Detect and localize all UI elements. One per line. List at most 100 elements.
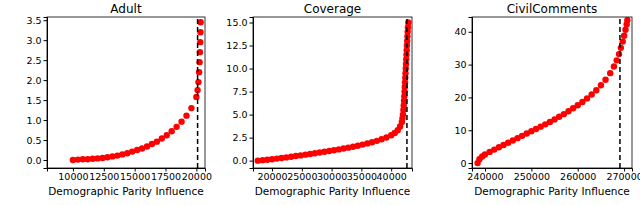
point <box>173 124 179 130</box>
y-tick: 2.5 <box>232 132 253 143</box>
y-tick-label: 0 <box>460 158 466 169</box>
point <box>616 51 622 57</box>
y-tick: 7.5 <box>232 86 253 97</box>
y-tick-mark <box>44 160 48 161</box>
y-tick-mark <box>250 46 254 47</box>
panel: 2000025000300003500040000 0.0 2.5 5.0 7.5 10.… <box>226 2 412 197</box>
y-tick-label: 10 <box>454 125 466 136</box>
y-tick-label: 10.0 <box>226 63 247 74</box>
chart-title: CivilComments <box>507 2 598 16</box>
point <box>168 128 174 134</box>
y-tick-mark <box>44 100 48 101</box>
y-tick-label: 0.0 <box>26 155 41 166</box>
reference-line <box>406 17 408 168</box>
y-tick: 3.5 <box>26 15 47 26</box>
x-tick: 270000 <box>606 168 640 182</box>
x-tick: 12500 <box>89 168 119 182</box>
y-tick-label: 3.0 <box>26 35 41 46</box>
x-tick-label: 10000 <box>58 171 88 182</box>
y-tick-label: 0.0 <box>232 155 247 166</box>
y-tick-mark <box>44 40 48 41</box>
x-tick: 250000 <box>514 168 550 182</box>
panel: 240000 250000 260000 270000 0 10 20 30 40 CivilCo… <box>454 2 640 197</box>
x-tick-label: 270000 <box>606 171 640 182</box>
y-tick-label: 5.0 <box>232 109 247 120</box>
panel: 10000125001500017500200000.00.51.01.52.0… <box>26 2 212 197</box>
plot-frame <box>47 17 205 168</box>
point <box>197 19 203 25</box>
y-tick-label: 40 <box>454 26 466 37</box>
reference-line <box>619 17 621 168</box>
point <box>618 45 624 51</box>
figure: 10000125001500017500200000.00.51.01.52.0… <box>0 0 640 205</box>
plot-area <box>70 17 204 168</box>
y-tick-mark <box>250 92 254 93</box>
y-tick: 40 <box>454 26 472 37</box>
y-tick-mark <box>44 120 48 121</box>
y-axis-line <box>469 18 473 169</box>
x-tick-label: 15000 <box>120 171 150 182</box>
plot-frame <box>253 17 412 168</box>
y-tick: 1.0 <box>26 115 47 126</box>
y-tick: 10 <box>454 125 472 136</box>
chart-title: Adult <box>110 2 142 16</box>
y-tick: 0.0 <box>26 155 47 166</box>
y-axis-line <box>250 18 254 169</box>
point <box>193 94 199 100</box>
x-tick: 30000 <box>317 168 347 182</box>
y-axis-line <box>44 18 48 169</box>
y-tick-mark <box>469 130 473 131</box>
y-axis: 0.00.51.01.52.02.53.03.5 <box>26 15 47 169</box>
x-tick-label: 35000 <box>347 171 377 182</box>
point <box>621 33 627 39</box>
point <box>611 63 617 69</box>
x-tick-label: 25000 <box>287 171 317 182</box>
y-tick-label: 20 <box>454 92 466 103</box>
x-tick-label: 12500 <box>89 171 119 182</box>
y-tick: 30 <box>454 59 472 70</box>
x-tick: 240000 <box>467 168 503 182</box>
y-tick: 12.5 <box>226 40 253 51</box>
y-tick-mark <box>44 80 48 81</box>
y-tick-mark <box>250 161 254 162</box>
y-tick-label: 12.5 <box>226 40 247 51</box>
x-tick: 17500 <box>151 168 181 182</box>
y-axis: 0.0 2.5 5.0 7.5 10.0 12.5 15.0 <box>226 17 253 168</box>
x-axis-title: Demographic Parity Influence <box>48 185 204 197</box>
x-tick: 40000 <box>377 168 407 182</box>
y-tick: 3.0 <box>26 35 47 46</box>
x-tick: 260000 <box>560 168 596 182</box>
chart-title: Coverage <box>304 2 362 16</box>
x-tick: 20000 <box>257 168 287 182</box>
x-tick-label: 40000 <box>377 171 407 182</box>
y-tick-label: 2.5 <box>26 55 41 66</box>
x-tick: 25000 <box>287 168 317 182</box>
y-tick-mark <box>250 69 254 70</box>
point <box>196 69 202 75</box>
point <box>188 105 194 111</box>
y-tick-mark <box>469 65 473 66</box>
y-tick-label: 7.5 <box>232 86 247 97</box>
point <box>195 79 201 85</box>
point <box>622 27 628 33</box>
x-tick: 20000 <box>182 168 212 182</box>
point <box>613 57 619 63</box>
y-tick: 2.0 <box>26 75 47 86</box>
y-tick: 0.0 <box>232 155 253 166</box>
plot-area <box>255 17 412 168</box>
plot-area <box>474 17 630 168</box>
x-tick-label: 260000 <box>560 171 596 182</box>
x-axis: 1000012500150001750020000 <box>48 168 212 182</box>
y-tick-label: 3.5 <box>26 15 41 26</box>
y-tick-mark <box>250 115 254 116</box>
y-tick: 15.0 <box>226 17 253 28</box>
point <box>178 118 184 124</box>
y-tick-label: 1.5 <box>26 95 41 106</box>
y-tick: 1.5 <box>26 95 47 106</box>
x-tick-label: 240000 <box>467 171 503 182</box>
x-axis-title: Demographic Parity Influence <box>255 185 411 197</box>
x-tick-label: 17500 <box>151 171 181 182</box>
y-tick-mark <box>44 60 48 61</box>
y-tick-label: 15.0 <box>226 17 247 28</box>
plot-frame <box>472 17 632 168</box>
